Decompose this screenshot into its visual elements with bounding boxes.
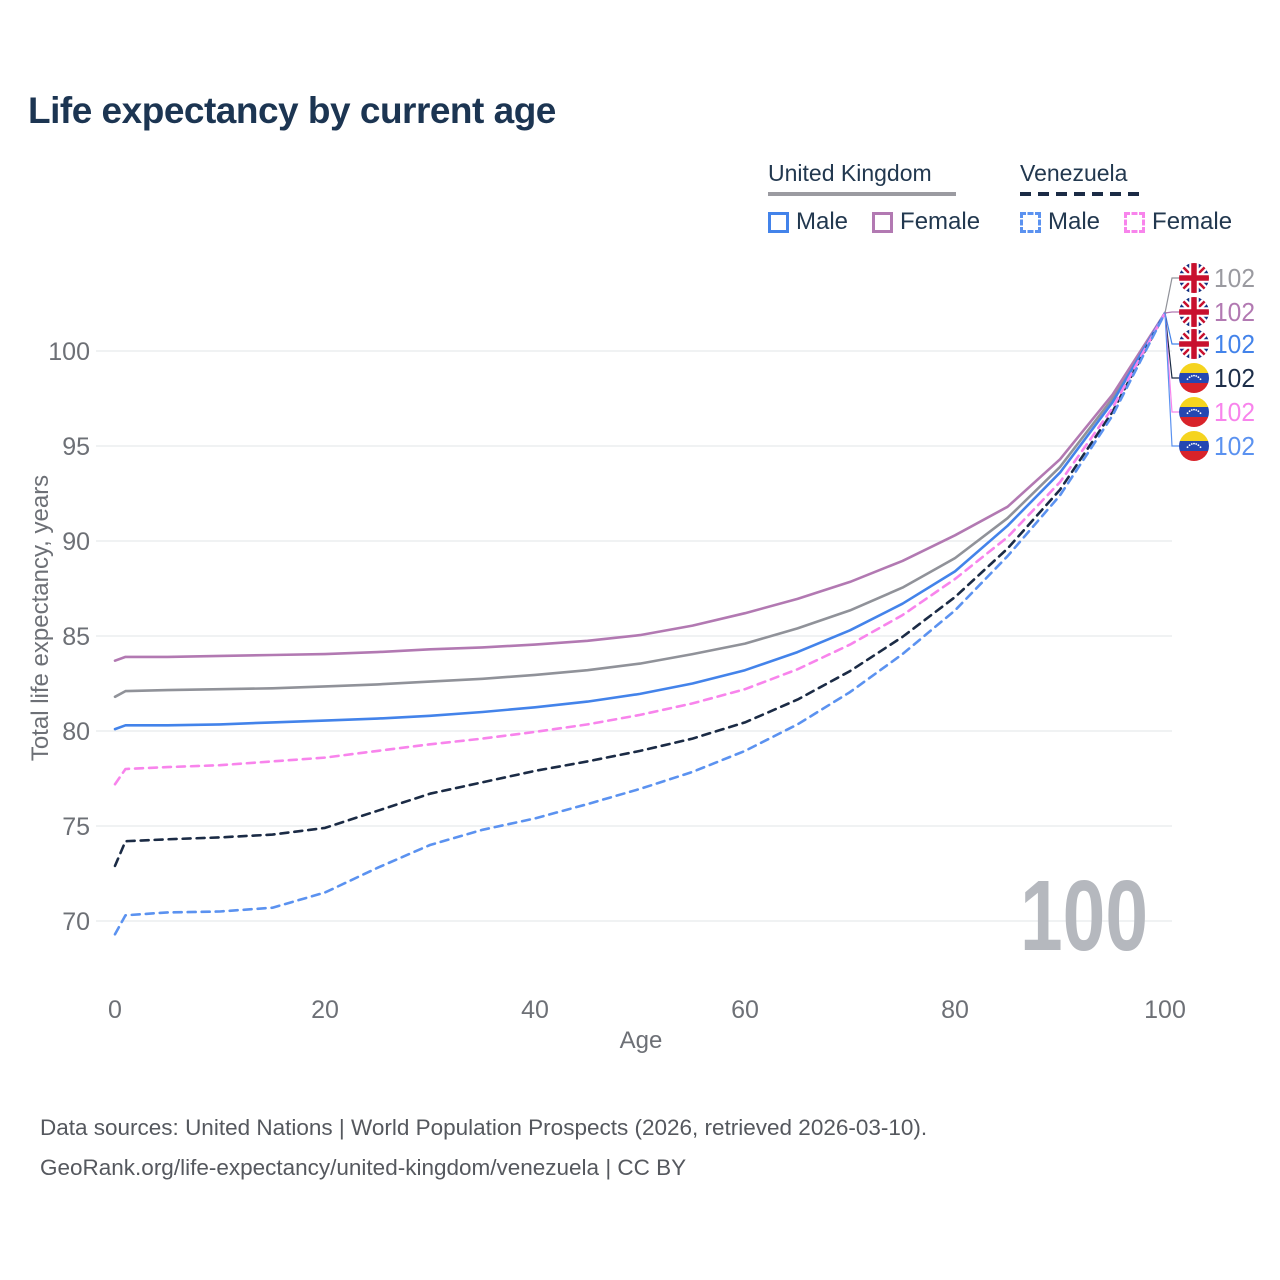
legend-item-venezuela-male[interactable]: Male [1020,208,1100,236]
venezuela-flag-icon [1178,430,1210,462]
line-ve-3 [113,311,1167,868]
legend-label-uk-male: Male [796,208,849,235]
venezuela-flag-icon [1178,362,1210,394]
age-watermark: 100 [1020,860,1148,972]
y-tick-label-100: 100 [48,338,90,366]
series-lines [113,311,1167,936]
legend-label-venezuela-male: Male [1048,208,1101,235]
x-tick-label-80: 80 [941,996,969,1024]
line-uk-0 [113,311,1167,699]
x-tick-label-40: 40 [521,996,549,1024]
footer-data-sources: Data sources: United Nations | World Pop… [40,1115,928,1140]
united-kingdom-flag-icon [1178,296,1210,328]
legend-item-venezuela-female[interactable]: Female [1124,208,1232,236]
line-ve-5 [113,311,1167,936]
y-tick-label-85: 85 [62,623,90,651]
footer-attribution: GeoRank.org/life-expectancy/united-kingd… [40,1155,687,1180]
leader-line-3 [1164,312,1179,379]
legend-item-uk-female[interactable]: Female [872,208,980,236]
end-value-label-5: 102 [1214,431,1255,461]
uk-male-swatch-icon [768,211,789,233]
leader-line-1 [1164,311,1179,314]
legend-item-uk-male[interactable]: Male [768,208,848,236]
legend-uk-line-sample [768,192,956,196]
x-tick-label-60: 60 [731,996,759,1024]
leader-line-2 [1164,312,1179,345]
legend-group-united-kingdom: United Kingdom Male Female [768,160,996,236]
uk-female-swatch-icon [872,211,894,233]
legend-label-uk-female: Female [900,208,981,235]
venezuela-male-swatch-icon [1020,211,1041,233]
united-kingdom-flag-icon [1178,328,1210,360]
venezuela-flag-icon [1178,396,1210,428]
leader-line-0 [1164,277,1179,314]
x-tick-label-100: 100 [1144,996,1186,1024]
y-tick-label-95: 95 [62,433,90,461]
y-tick-label-75: 75 [62,813,90,841]
leader-line-5 [1164,312,1179,447]
end-value-label-2: 102 [1214,329,1255,359]
end-value-label-4: 102 [1214,397,1255,427]
united-kingdom-flag-icon [1178,262,1210,294]
y-tick-label-90: 90 [62,528,90,556]
y-tick-label-80: 80 [62,718,90,746]
current-age-watermark: 100 [1020,860,1148,972]
y-tick-label-70: 70 [62,908,90,936]
legend-group-label-uk: United Kingdom [768,160,932,186]
legend-group-label-venezuela: Venezuela [1020,160,1128,186]
venezuela-female-swatch-icon [1124,211,1146,233]
x-tick-label-0: 0 [108,996,122,1024]
legend-venezuela-line-sample [1020,192,1140,196]
x-axis-title: Age [620,1027,663,1054]
line-ve-4 [113,311,1167,786]
y-axis-title: Total life expectancy, years [27,475,54,761]
page-title: Life expectancy by current age [28,90,556,131]
footer: Data sources: United Nations | World Pop… [40,1108,1240,1188]
line-uk-2 [113,311,1167,731]
end-value-label-3: 102 [1214,363,1255,393]
end-value-label-0: 102 [1214,263,1255,293]
label-leader-lines [1164,277,1179,447]
axis-labels: 70 75 80 85 90 95 100 0 20 40 60 80 100 Age Total life… [27,338,1186,1054]
legend-group-venezuela: Venezuela Male Female [1020,160,1248,236]
line-uk-1 [113,311,1167,662]
legend-label-venezuela-female: Female [1152,208,1233,235]
x-tick-label-20: 20 [311,996,339,1024]
end-value-label-1: 102 [1214,297,1255,327]
